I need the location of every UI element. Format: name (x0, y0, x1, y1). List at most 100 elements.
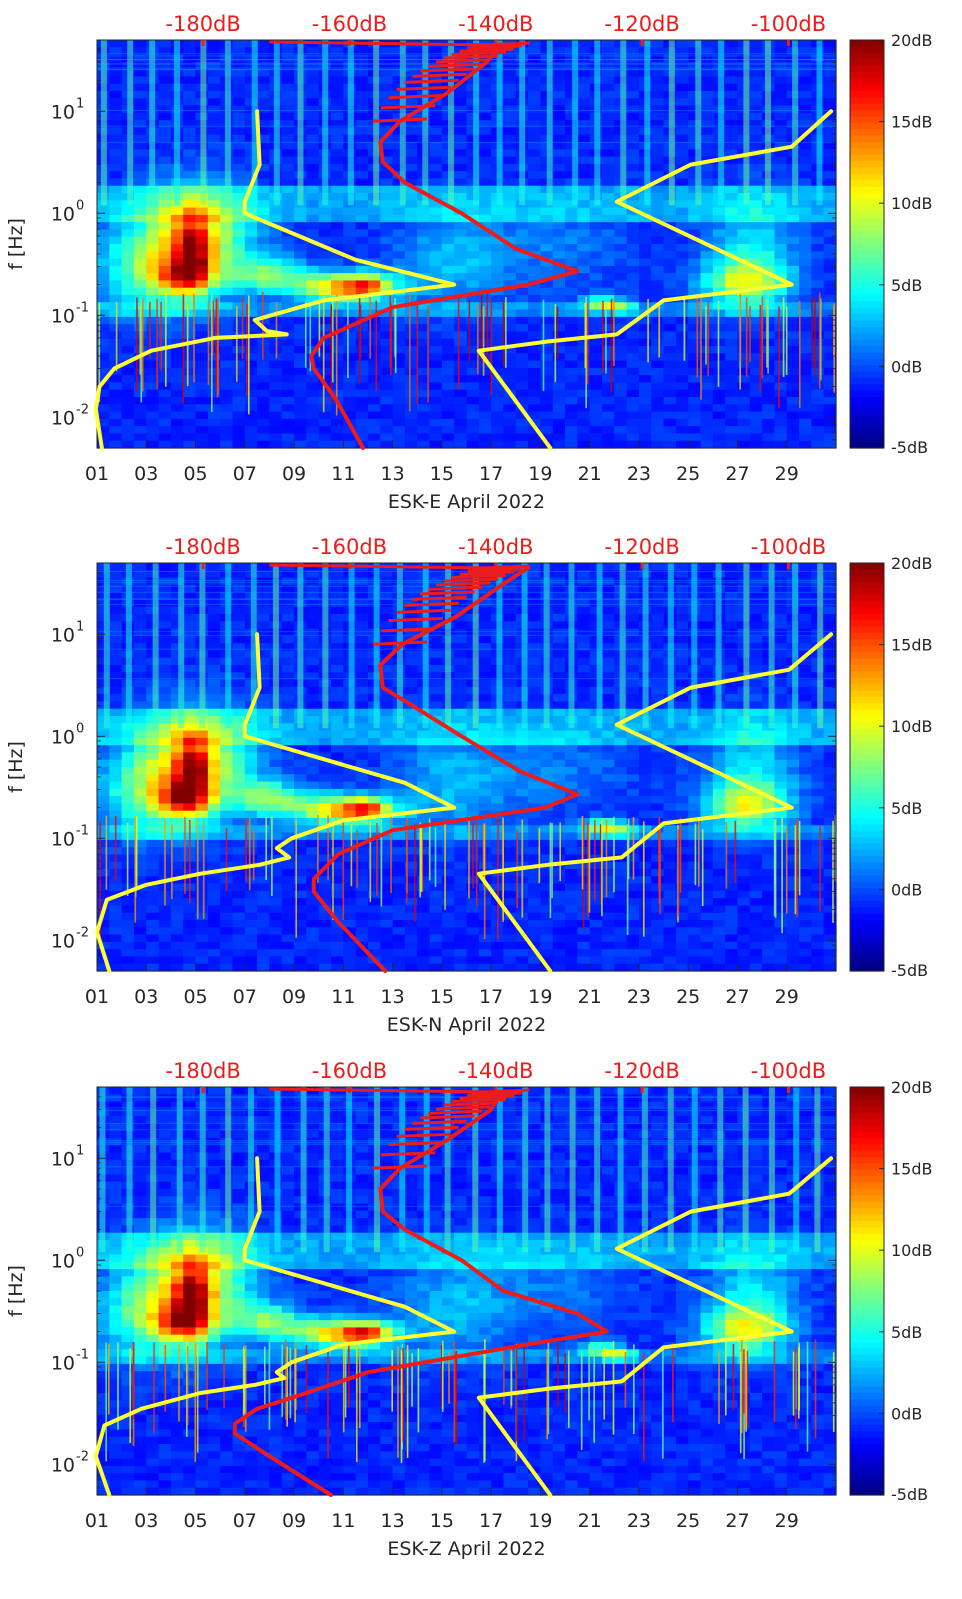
y-tick-exponent: 0 (76, 1245, 84, 1260)
y-tick-label: 10 (51, 828, 75, 850)
top-axis-label: -100dB (751, 535, 826, 559)
y-tick-label: 10 (51, 203, 75, 225)
x-tick-label: 27 (725, 986, 749, 1008)
top-axis-label: -100dB (751, 12, 826, 36)
colorbar-label: 0dB (891, 357, 922, 376)
colorbar-label: 10dB (891, 1241, 933, 1260)
x-tick-label: 15 (430, 986, 454, 1008)
x-tick-label: 15 (430, 1510, 454, 1532)
x-tick-label: 01 (85, 1510, 109, 1532)
y-tick-label: 10 (51, 1454, 75, 1476)
x-tick-label: 09 (282, 1510, 306, 1532)
x-tick-label: 29 (775, 986, 799, 1008)
top-axis-label: -120dB (604, 12, 679, 36)
colorbar-label: -5dB (891, 961, 928, 980)
top-axis-label: -160dB (312, 12, 387, 36)
x-tick-label: 07 (233, 463, 257, 485)
series-yellow-right (476, 632, 834, 973)
y-tick-exponent: 0 (76, 198, 84, 213)
colorbar-label: -5dB (891, 1485, 928, 1504)
x-axis-title: ESK-Z April 2022 (387, 1538, 545, 1560)
red-curve-detail (269, 563, 530, 646)
x-tick-label: 29 (775, 1510, 799, 1532)
daily-streaks (100, 40, 823, 206)
x-tick-label: 25 (676, 986, 700, 1008)
x-tick-label: 25 (676, 463, 700, 485)
y-tick-exponent: -1 (76, 1347, 89, 1362)
y-tick-exponent: 0 (76, 721, 84, 736)
series-yellow-right (476, 1156, 834, 1497)
colorbar-label: 5dB (891, 276, 922, 295)
x-tick-label: 27 (725, 463, 749, 485)
transient-spikes (97, 571, 837, 940)
top-axis-label: -140dB (458, 1059, 533, 1083)
x-tick-label: 07 (233, 1510, 257, 1532)
colorbar-label: 5dB (891, 1323, 922, 1342)
x-tick-label: 13 (381, 463, 405, 485)
top-axis-label: -100dB (751, 1059, 826, 1083)
colorbar-label: 0dB (891, 880, 922, 899)
series-red (309, 42, 580, 450)
x-tick-label: 13 (381, 986, 405, 1008)
x-tick-label: 17 (479, 986, 503, 1008)
colorbar: 20dB 15dB 10dB 5dB 0dB -5dB (849, 1078, 933, 1504)
colorbar-label: 15dB (891, 113, 933, 132)
top-axis-label: -180dB (165, 12, 240, 36)
x-tick-label: 11 (331, 986, 355, 1008)
y-tick-exponent: 1 (76, 1143, 84, 1158)
x-tick-label: 01 (85, 463, 109, 485)
colorbar-label: 15dB (891, 1160, 933, 1179)
y-tick-exponent: 1 (76, 96, 84, 111)
colorbar-label: -5dB (891, 438, 928, 457)
y-tick-label: 10 (51, 726, 75, 748)
x-tick-label: 23 (627, 986, 651, 1008)
x-tick-label: 05 (183, 986, 207, 1008)
x-tick-label: 05 (183, 1510, 207, 1532)
x-tick-label: 27 (725, 1510, 749, 1532)
x-tick-label: 21 (578, 1510, 602, 1532)
x-tick-label: 17 (479, 1510, 503, 1532)
x-tick-label: 07 (233, 986, 257, 1008)
x-tick-label: 19 (528, 1510, 552, 1532)
top-axis-label: -180dB (165, 1059, 240, 1083)
y-tick-label: 10 (51, 1352, 75, 1374)
x-tick-label: 29 (775, 463, 799, 485)
x-tick-label: 13 (381, 1510, 405, 1532)
y-tick-label: 10 (51, 624, 75, 646)
top-axis-label: -120dB (604, 535, 679, 559)
spectrogram-background (97, 563, 837, 972)
top-axis-label: -140dB (458, 535, 533, 559)
y-tick-label: 10 (51, 407, 75, 429)
red-curve-detail (269, 1087, 530, 1170)
y-tick-exponent: -2 (76, 1449, 89, 1464)
x-tick-label: 23 (627, 1510, 651, 1532)
y-tick-exponent: 1 (76, 619, 84, 634)
x-tick-label: 03 (134, 463, 158, 485)
y-tick-exponent: -1 (76, 823, 89, 838)
x-tick-label: 19 (528, 986, 552, 1008)
y-axis-title: f [Hz] (5, 741, 27, 793)
x-tick-label: 11 (331, 1510, 355, 1532)
x-tick-label: 05 (183, 463, 207, 485)
series-yellow-left (93, 109, 457, 450)
x-tick-label: 25 (676, 1510, 700, 1532)
top-axis-label: -140dB (458, 12, 533, 36)
series-red (311, 565, 580, 973)
colorbar: 20dB 15dB 10dB 5dB 0dB -5dB (849, 554, 933, 980)
colorbar-label: 20dB (891, 1078, 933, 1097)
colorbar-label: 0dB (891, 1404, 922, 1423)
y-tick-exponent: -1 (76, 300, 89, 315)
x-tick-label: 09 (282, 463, 306, 485)
y-tick-label: 10 (51, 1250, 75, 1272)
daily-streaks (103, 563, 824, 729)
x-tick-label: 11 (331, 463, 355, 485)
y-tick-label: 10 (51, 1148, 75, 1170)
top-axis-label: -160dB (312, 535, 387, 559)
series-yellow-left (93, 1156, 457, 1497)
colorbar-label: 15dB (891, 636, 933, 655)
y-axis-title: f [Hz] (5, 218, 27, 270)
x-tick-label: 19 (528, 463, 552, 485)
spectrogram-background (97, 40, 837, 449)
